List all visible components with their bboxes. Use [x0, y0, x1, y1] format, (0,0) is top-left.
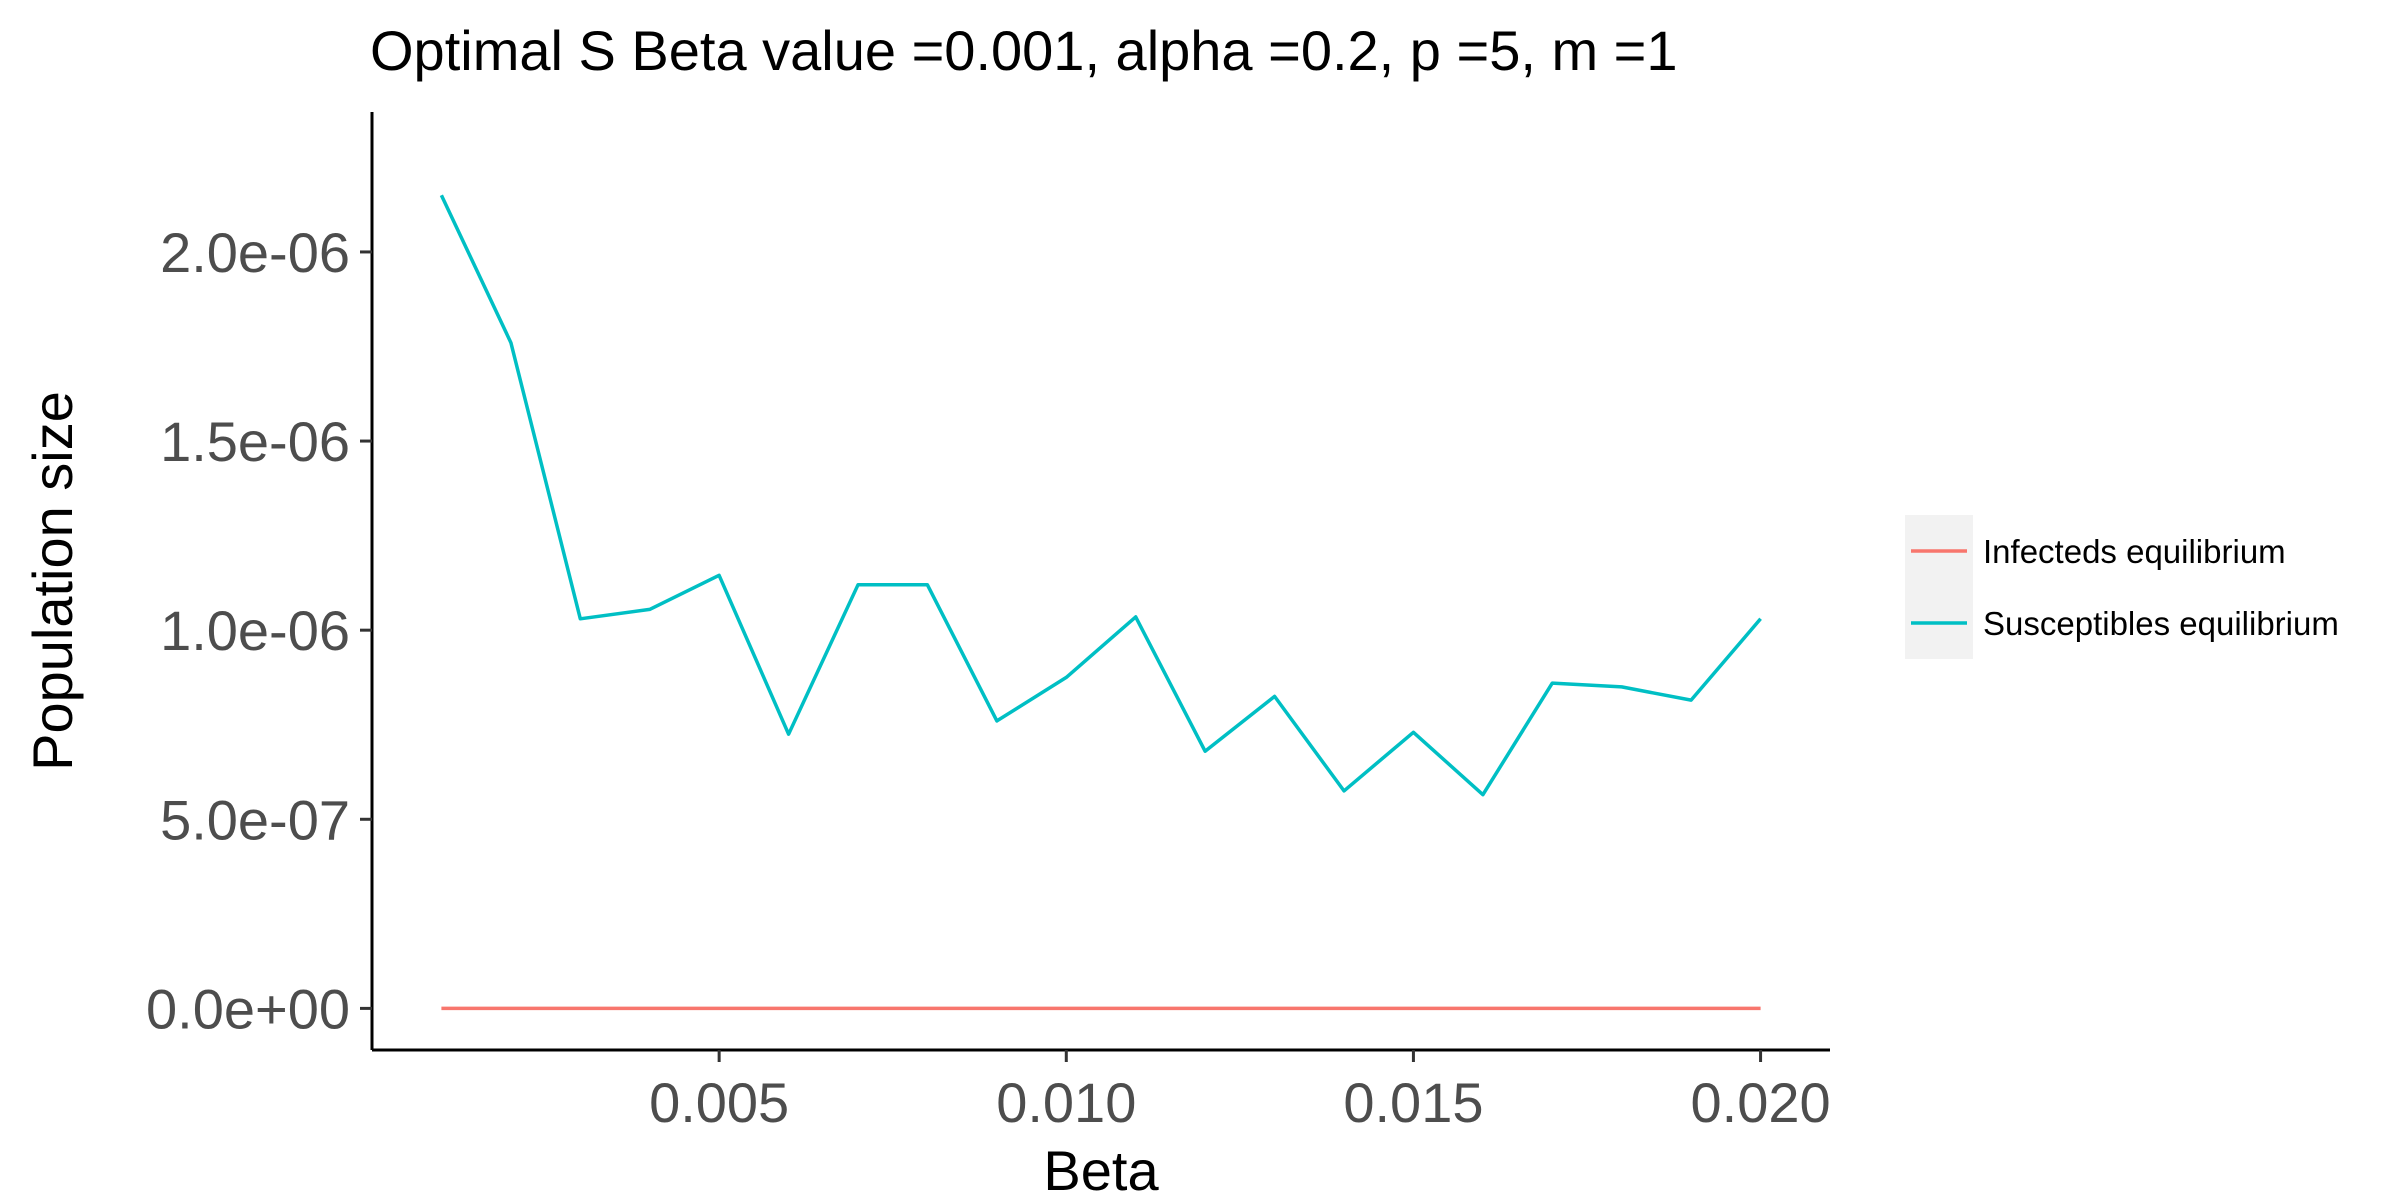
x-tick-label: 0.010	[996, 1071, 1136, 1134]
series-layer	[439, 194, 1762, 1011]
x-tick-label: 0.005	[649, 1071, 789, 1134]
x-axis-title: Beta	[1043, 1139, 1159, 1200]
legend: Infecteds equilibrium Susceptibles equili…	[1905, 515, 2339, 659]
x-tick-label: 0.015	[1343, 1071, 1483, 1134]
legend-label-infecteds-equilibrium: Infecteds equilibrium	[1983, 533, 2286, 570]
x-axis-ticks: 0.005 0.010 0.015 0.020	[649, 1050, 1831, 1134]
y-axis-title: Population size	[21, 391, 84, 771]
y-tick-label: 5.0e-07	[160, 788, 350, 851]
series-line-susceptibles-equilibrium	[439, 194, 1762, 797]
y-tick-label: 1.5e-06	[160, 410, 350, 473]
y-axis-ticks: 0.0e+00 5.0e-07 1.0e-06 1.5e-06 2.0e-06	[146, 221, 372, 1040]
chart-title: Optimal S Beta value =0.001, alpha =0.2,…	[370, 19, 1678, 82]
x-tick-label: 0.020	[1691, 1071, 1831, 1134]
y-tick-label: 0.0e+00	[146, 977, 350, 1040]
y-tick-label: 2.0e-06	[160, 221, 350, 284]
legend-label-susceptibles-equilibrium: Susceptibles equilibrium	[1983, 605, 2339, 642]
y-tick-label: 1.0e-06	[160, 599, 350, 662]
plot-area: 0.0e+00 5.0e-07 1.0e-06 1.5e-06 2.0e-06 0.00…	[146, 112, 1831, 1134]
